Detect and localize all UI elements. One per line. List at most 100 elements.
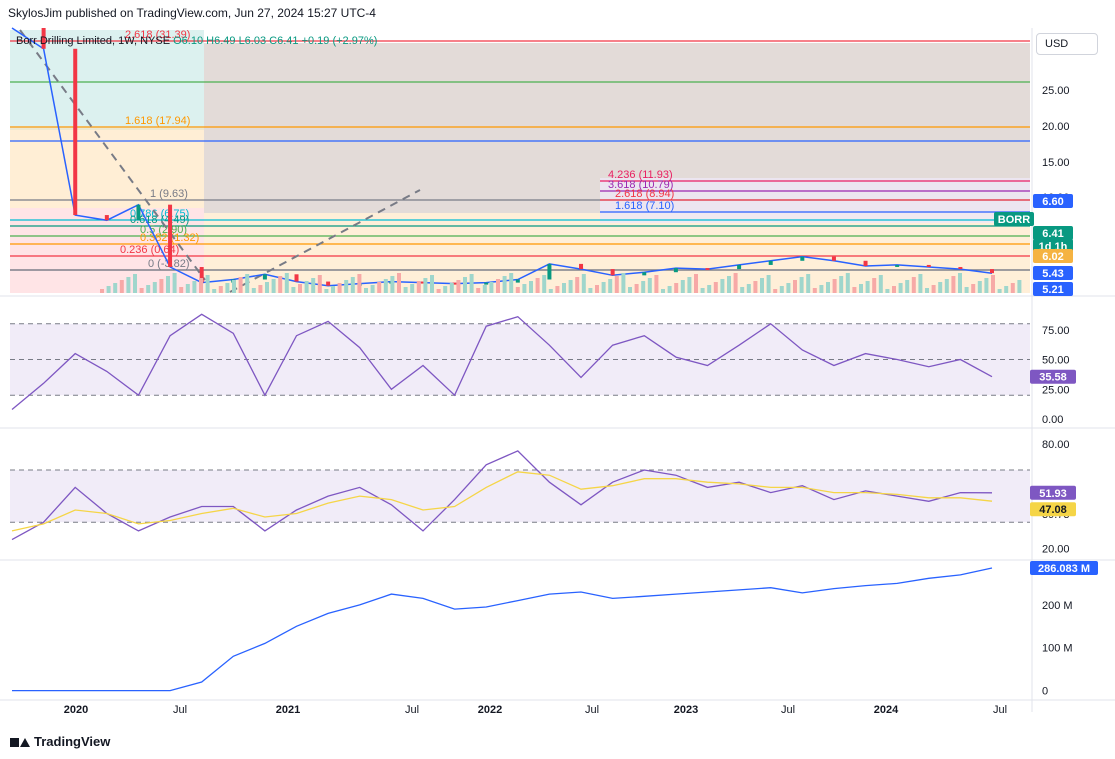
price-tag-label: 6.60	[1042, 196, 1063, 208]
volume-bar	[522, 284, 527, 293]
volume-bar	[357, 274, 362, 293]
currency-selector[interactable]: USD	[1036, 33, 1098, 55]
volume-bar	[298, 284, 302, 293]
volume-bar	[476, 288, 481, 293]
volume-bar	[172, 273, 177, 293]
volume-bar	[654, 275, 659, 293]
footer-brand-label: TradingView	[34, 734, 111, 749]
low-value: L6.03	[238, 35, 267, 47]
symbol-title: Borr Drilling Limited, 1W, NYSE	[16, 35, 171, 47]
price-candle	[420, 281, 425, 284]
fib-level-label: 1.618 (17.94)	[125, 115, 190, 127]
time-axis-tick: 2024	[874, 704, 899, 716]
volume-axis-tick: 200 M	[1042, 600, 1073, 612]
volume-bar	[311, 278, 316, 293]
volume-bar	[793, 280, 797, 293]
osc-last-bg	[1030, 485, 1076, 500]
volume-bar	[205, 275, 210, 293]
volume-bar	[515, 287, 520, 293]
volume-bar	[542, 275, 547, 293]
osc-series-line	[11, 450, 993, 541]
volume-bar	[456, 280, 461, 293]
osc-band-fill	[10, 470, 1030, 523]
volume-bar	[350, 277, 355, 293]
price-candle	[800, 256, 805, 261]
volume-bar	[482, 285, 487, 293]
osc-axis-tick: 20.00	[1042, 543, 1070, 555]
price-candle	[990, 269, 994, 274]
time-axis-tick: Jul	[993, 704, 1007, 716]
price-candle	[579, 263, 584, 270]
volume-bar	[251, 288, 256, 293]
volume-bar	[430, 275, 434, 293]
price-candle	[452, 282, 457, 285]
price-tag-bg	[1033, 282, 1073, 296]
osc-axis-tick: 80.00	[1042, 439, 1070, 451]
price-candle	[199, 267, 204, 283]
volume-bar	[885, 289, 890, 293]
volume-bar	[383, 279, 388, 293]
osc-last-label: 35.58	[1039, 372, 1067, 384]
volume-bar	[212, 289, 217, 293]
volume-bar	[707, 285, 712, 293]
volume-bar	[416, 281, 421, 293]
volume-bar	[146, 285, 151, 293]
volume-bar	[977, 281, 982, 293]
volume-bar	[931, 285, 936, 293]
price-axis-tick: 25.00	[1042, 85, 1070, 97]
volume-bar	[839, 276, 844, 293]
fib-level-label: 2.618 (8.94)	[615, 188, 674, 200]
publisher-header: SkylosJim published on TradingView.com, …	[8, 6, 376, 20]
volume-bar	[733, 273, 738, 293]
volume-bar	[938, 282, 943, 293]
volume-bar	[641, 281, 646, 293]
price-axis-tick: 15.00	[1042, 157, 1070, 169]
volume-bar	[991, 275, 995, 293]
volume-bar	[390, 276, 395, 293]
volume-bar	[126, 277, 131, 293]
volume-bar	[555, 286, 560, 293]
volume-bar	[232, 280, 236, 293]
time-axis-tick: Jul	[173, 704, 187, 716]
high-value: H6.49	[206, 35, 236, 47]
price-candle	[326, 281, 331, 286]
volume-bar	[865, 281, 870, 293]
volume-bar	[779, 286, 784, 293]
ohlc-legend: Borr Drilling Limited, 1W, NYSE O6.10 H6…	[16, 35, 377, 47]
volume-bar	[344, 280, 349, 293]
volume-bar	[245, 274, 250, 293]
volume-bar	[925, 288, 929, 293]
price-candle	[863, 260, 868, 266]
volume-bar	[773, 289, 778, 293]
footer-brand[interactable]: TradingView	[10, 734, 110, 749]
volume-bar	[423, 278, 428, 293]
price-tag-bg	[1033, 249, 1073, 263]
volume-bar	[766, 275, 771, 293]
volume-bar	[265, 282, 269, 293]
volume-bar	[562, 283, 566, 293]
volume-bar	[218, 286, 223, 293]
time-axis-tick: 2022	[478, 704, 502, 716]
volume-last-label: 286.083 M	[1038, 563, 1090, 575]
volume-bar	[812, 288, 817, 293]
volume-bar	[575, 277, 580, 293]
fib-level-label: 4.236 (11.93)	[608, 169, 673, 181]
volume-bar	[727, 276, 731, 293]
volume-bar	[674, 283, 679, 293]
volume-bar	[892, 286, 896, 293]
volume-bar	[410, 284, 415, 293]
volume-bar	[859, 284, 863, 293]
price-candle	[484, 282, 489, 285]
panel-bg-3	[10, 562, 1030, 697]
volume-bar	[713, 282, 718, 293]
price-candle	[104, 215, 109, 221]
volume-bar	[819, 285, 824, 293]
volume-bar	[509, 273, 514, 293]
volume-bar	[1017, 280, 1022, 293]
osc-last-bg	[1030, 369, 1076, 384]
volume-bar	[397, 273, 401, 293]
close-value: C6.41	[269, 35, 299, 47]
volume-bar	[502, 276, 507, 293]
volume-bar	[911, 277, 916, 293]
